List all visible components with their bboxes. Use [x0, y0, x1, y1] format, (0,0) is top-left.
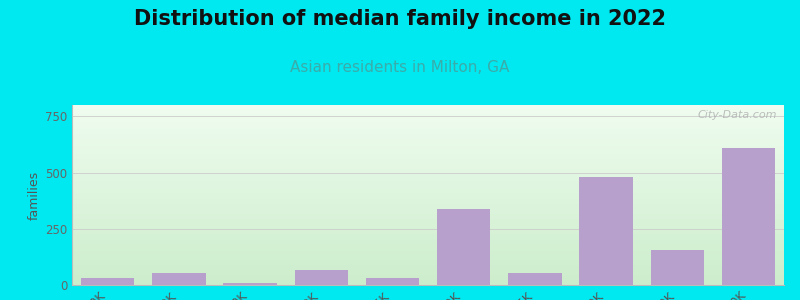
Text: City-Data.com: City-Data.com: [698, 110, 777, 120]
Bar: [366, 278, 419, 285]
Bar: [152, 273, 206, 285]
Bar: [81, 278, 134, 285]
Bar: [579, 177, 633, 285]
Bar: [437, 208, 490, 285]
Text: Distribution of median family income in 2022: Distribution of median family income in …: [134, 9, 666, 29]
Bar: [223, 283, 277, 285]
Text: Asian residents in Milton, GA: Asian residents in Milton, GA: [290, 60, 510, 75]
Bar: [294, 270, 348, 285]
Y-axis label: families: families: [28, 170, 41, 220]
Bar: [508, 273, 562, 285]
Bar: [650, 250, 704, 285]
Bar: [722, 148, 775, 285]
